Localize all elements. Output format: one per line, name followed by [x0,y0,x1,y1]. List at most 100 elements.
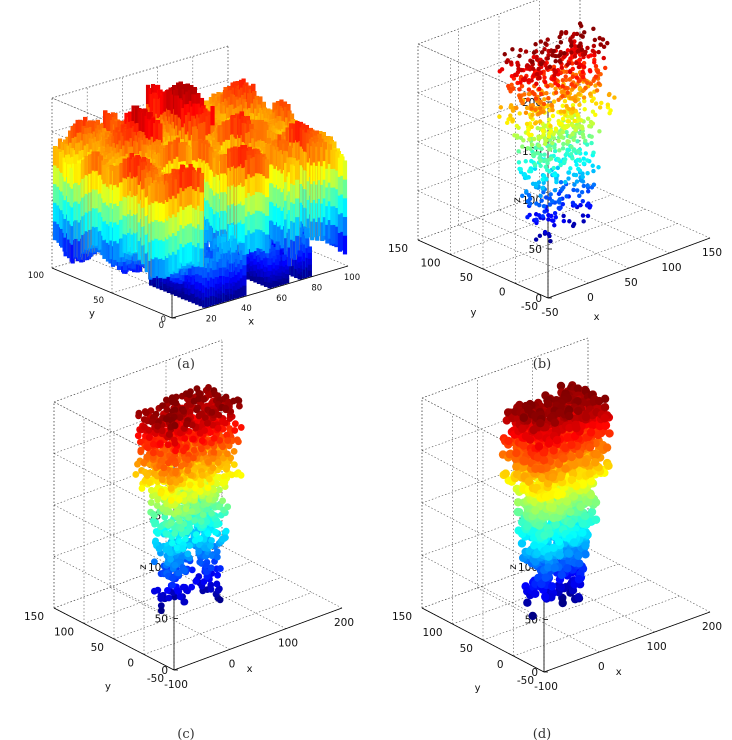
surface-segment [84,193,89,213]
surface-segment [59,191,65,211]
surface-segment [67,164,72,184]
surface-segment [83,145,88,165]
y-axis-label: y [89,309,95,320]
surface-segment [77,203,82,223]
surface-segment [59,209,65,229]
surface-segment [179,87,184,108]
surface-segment [81,215,86,236]
surface-segment [59,228,65,248]
surface-segment [225,107,231,127]
surface-segment [77,165,82,186]
surface-segment [88,154,93,174]
surface-segment [70,188,75,208]
surface-segment [59,172,65,192]
surface-segment [88,173,93,193]
surface-segment [70,125,75,146]
surface-segment [63,199,68,219]
surface-segment [52,183,58,203]
surface-segment [67,201,72,221]
surface-segment [71,138,76,158]
surface-segment [125,128,131,149]
surface-segment [67,182,72,203]
surface-segment [177,116,182,137]
surface-segment [103,110,108,130]
surface-segment [91,121,96,141]
surface-segment [91,151,96,171]
surface-segment [184,115,189,135]
surface-segment [74,201,79,221]
surface-segment [77,222,82,242]
surface-segment [194,103,200,124]
surface-segment [91,207,96,227]
surface-segment [110,120,115,140]
surface-segment [56,204,61,225]
surface-segment [153,98,158,118]
x-tick-label: 100 [344,273,360,283]
x-axis [171,265,349,319]
surface-segment [183,104,188,124]
surface-segment [84,212,89,232]
surface-segment [174,114,179,134]
surface-segment [106,114,111,134]
surface-segment [138,111,143,131]
surface-segment [88,210,93,231]
surface-segment [68,130,73,150]
y-tick-label: 50 [93,296,104,306]
z-tick-label: 0 [161,315,166,325]
surface-segment [128,127,133,147]
surface-segment [76,132,81,153]
grid-line [51,79,229,133]
surface-segment [124,140,129,160]
surface-segment [63,237,68,257]
surface-segment [75,143,80,163]
x-tick-label: 40 [241,304,252,314]
surface-segment [75,119,80,140]
surface-segment [63,218,68,238]
surface-segment [81,234,86,254]
surface-segment [74,163,79,183]
surface-segment [81,178,86,198]
surface-segment [185,91,190,111]
surface-segment [170,94,175,114]
x-axis-label: x [248,317,254,328]
surface-segment [174,95,179,115]
surface-segment [63,181,68,201]
surface-segment [77,240,82,260]
surface-segment [247,93,252,113]
surface-segment [56,186,61,206]
surface-segment [88,192,93,212]
surface-segment [192,103,197,123]
grid-line [51,45,229,99]
surface-segment [59,153,65,173]
surface-segment [229,93,235,114]
surface-segment [228,104,233,125]
surface-segment [73,123,78,143]
surface-segment [67,220,72,240]
surface-segment [57,138,63,158]
surface-segment [84,155,89,176]
surface-segment [250,103,255,123]
surface-segment [70,225,75,245]
surface-segment [81,159,86,179]
grid-line [227,215,349,267]
x-tick-label: 60 [276,294,287,304]
surface-segment [84,174,89,194]
surface-segment [149,93,154,114]
surface-segment [56,148,61,169]
y-tick-label: 0 [159,321,164,331]
surface-segment [167,90,172,110]
surface-segment [74,182,79,202]
surface-segment [145,84,151,105]
surface-segment [88,229,93,249]
grid-line [51,97,173,149]
y-axis [51,267,173,319]
surface-segment [181,126,186,147]
surface-segment [78,119,83,139]
surface-segment [114,134,120,154]
chart-a-surface: 05010015020025020406080100050100xyz(a) [28,45,360,372]
surface-segment [156,98,161,119]
x-tick-label: 80 [311,283,322,293]
surface-segment [70,244,75,264]
surface-segment [82,133,87,154]
surface-segment [175,125,180,145]
